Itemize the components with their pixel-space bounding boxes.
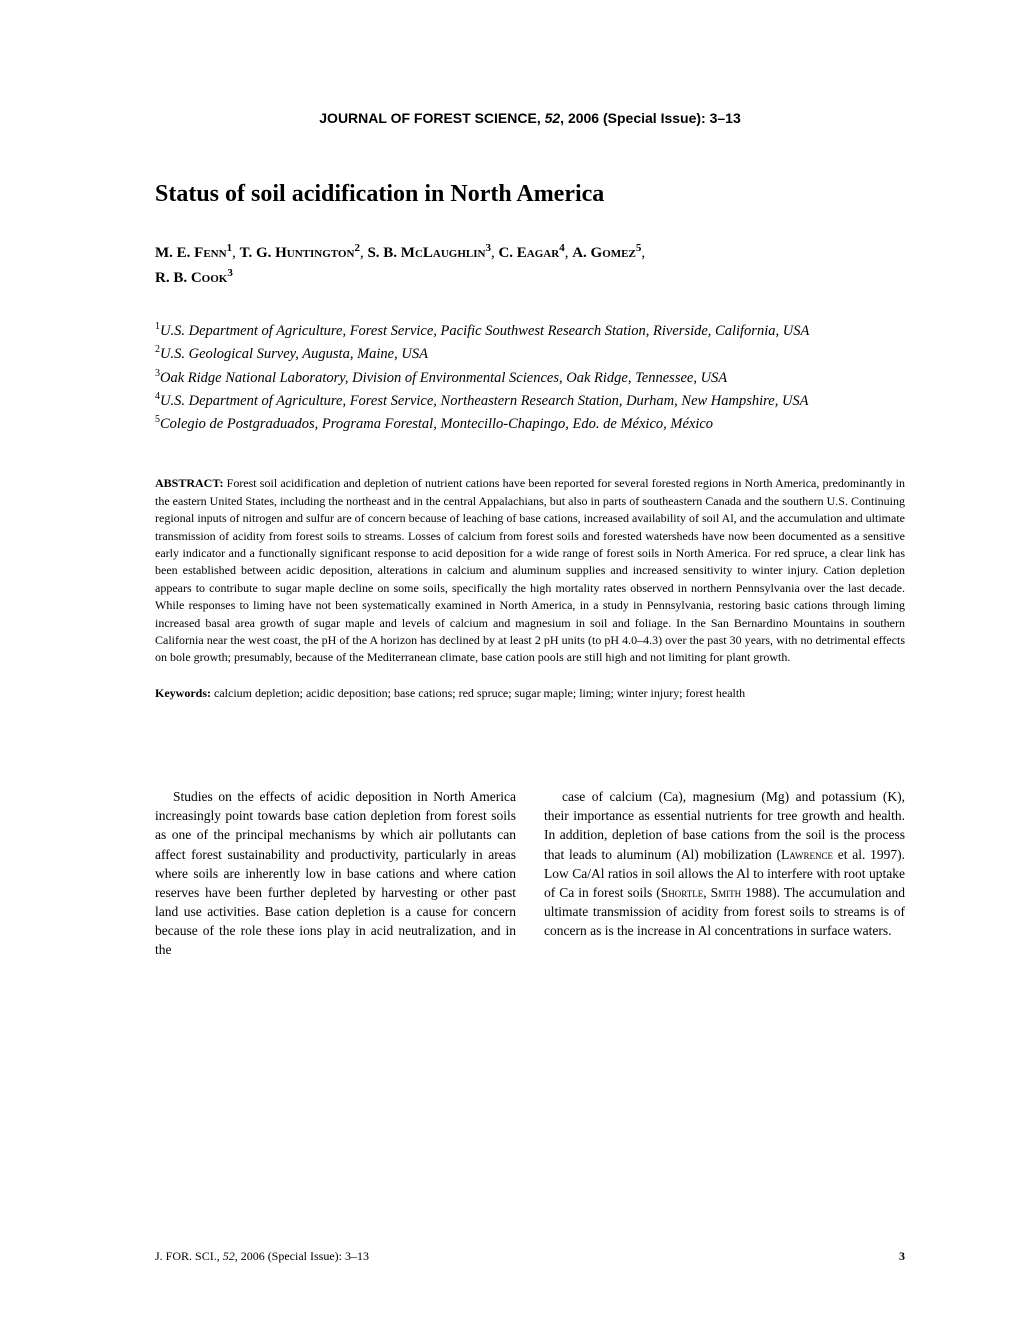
author-sup: 4: [559, 242, 565, 254]
author-name: M. E. Fenn: [155, 245, 227, 261]
author-sup: 3: [227, 267, 233, 279]
author-sup: 3: [485, 242, 491, 254]
author-name: A. Gomez: [572, 245, 636, 261]
abstract-label: ABSTRACT:: [155, 476, 223, 490]
author-sup: 2: [354, 242, 360, 254]
keywords-block: Keywords: calcium depletion; acidic depo…: [155, 685, 905, 702]
affiliations-block: 1U.S. Department of Agriculture, Forest …: [155, 319, 905, 435]
authors-block: M. E. Fenn1, T. G. Huntington2, S. B. Mc…: [155, 240, 905, 289]
abstract-text: Forest soil acidification and depletion …: [155, 476, 905, 664]
page-footer: J. FOR. SCI., 52, 2006 (Special Issue): …: [155, 1249, 905, 1264]
body-column-left: Studies on the effects of acidic deposit…: [155, 787, 516, 959]
journal-volume: 52: [545, 110, 561, 126]
affil-text: Oak Ridge National Laboratory, Division …: [160, 369, 727, 385]
footer-citation-suffix: , 2006 (Special Issue): 3–13: [235, 1249, 369, 1263]
author-sup: 1: [227, 242, 233, 254]
keywords-text: calcium depletion; acidic deposition; ba…: [214, 686, 745, 700]
journal-header: JOURNAL OF FOREST SCIENCE, 52, 2006 (Spe…: [155, 110, 905, 126]
author-sup: 5: [636, 242, 642, 254]
journal-year-issue: 2006 (Special Issue): 3–13: [568, 110, 741, 126]
body-column-right: case of calcium (Ca), magnesium (Mg) and…: [544, 787, 905, 959]
affil-text: U.S. Geological Survey, Augusta, Maine, …: [160, 346, 428, 362]
affiliation: 5Colegio de Postgraduados, Programa Fore…: [155, 412, 905, 435]
body-paragraph: case of calcium (Ca), magnesium (Mg) and…: [544, 787, 905, 940]
affil-text: U.S. Department of Agriculture, Forest S…: [160, 393, 809, 409]
affiliation: 3Oak Ridge National Laboratory, Division…: [155, 366, 905, 389]
footer-volume: 52: [223, 1249, 235, 1263]
journal-name: JOURNAL OF FOREST SCIENCE: [319, 110, 537, 126]
affiliation: 4U.S. Department of Agriculture, Forest …: [155, 389, 905, 412]
citation-author: Shortle, Smith: [661, 885, 741, 900]
affiliation: 2U.S. Geological Survey, Augusta, Maine,…: [155, 342, 905, 365]
footer-citation-prefix: J. FOR. SCI.,: [155, 1249, 223, 1263]
affil-text: Colegio de Postgraduados, Programa Fores…: [160, 416, 713, 432]
author-name: S. B. McLaughlin: [367, 245, 485, 261]
body-paragraph: Studies on the effects of acidic deposit…: [155, 787, 516, 959]
author-name: R. B. Cook: [155, 270, 227, 286]
abstract-block: ABSTRACT: Forest soil acidification and …: [155, 475, 905, 666]
keywords-label: Keywords:: [155, 686, 211, 700]
citation-author: Lawrence: [781, 847, 833, 862]
body-columns: Studies on the effects of acidic deposit…: [155, 787, 905, 959]
author-name: C. Eagar: [498, 245, 559, 261]
author-name: T. G. Huntington: [240, 245, 355, 261]
article-title: Status of soil acidification in North Am…: [155, 181, 905, 208]
affil-text: U.S. Department of Agriculture, Forest S…: [160, 323, 809, 339]
footer-citation: J. FOR. SCI., 52, 2006 (Special Issue): …: [155, 1249, 369, 1264]
page-number: 3: [899, 1249, 905, 1264]
affiliation: 1U.S. Department of Agriculture, Forest …: [155, 319, 905, 342]
